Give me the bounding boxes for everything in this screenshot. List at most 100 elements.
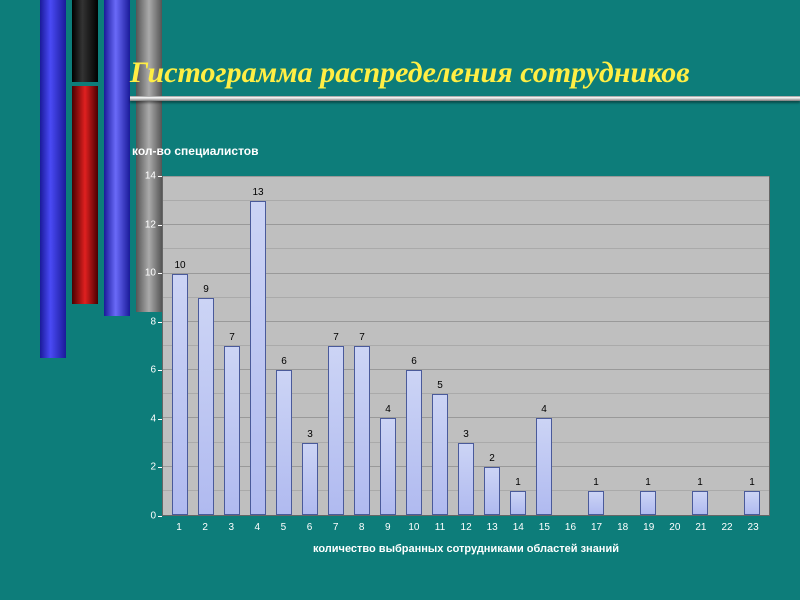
decor-bar-blue-short bbox=[104, 0, 130, 316]
x-tick-label: 7 bbox=[323, 516, 349, 533]
bar-value-label: 9 bbox=[203, 284, 209, 295]
bar-value-label: 4 bbox=[385, 404, 391, 415]
bar-slot: 9 bbox=[193, 177, 219, 515]
x-tick-label: 21 bbox=[688, 516, 714, 533]
bar: 1 bbox=[640, 491, 656, 515]
y-tick-label: 4 bbox=[150, 413, 156, 424]
bar-value-label: 7 bbox=[229, 332, 235, 343]
bar-slot bbox=[557, 177, 583, 515]
decor-bar-red bbox=[72, 86, 98, 304]
y-tick-label: 2 bbox=[150, 462, 156, 473]
bar-slot: 3 bbox=[297, 177, 323, 515]
x-tick-label: 13 bbox=[479, 516, 505, 533]
bar-slot: 2 bbox=[479, 177, 505, 515]
x-tick-label: 22 bbox=[714, 516, 740, 533]
x-tick-label: 16 bbox=[557, 516, 583, 533]
bar-value-label: 6 bbox=[411, 356, 417, 367]
bar-slot: 6 bbox=[271, 177, 297, 515]
bar-value-label: 1 bbox=[593, 477, 599, 488]
title-underline bbox=[130, 96, 800, 101]
bar-slot: 1 bbox=[505, 177, 531, 515]
bar-value-label: 3 bbox=[307, 429, 313, 440]
bar: 6 bbox=[276, 370, 292, 515]
bar-value-label: 7 bbox=[333, 332, 339, 343]
decor-bar-blue bbox=[40, 0, 66, 358]
bar-slot: 4 bbox=[375, 177, 401, 515]
bar-value-label: 2 bbox=[489, 453, 495, 464]
x-tick-label: 23 bbox=[740, 516, 766, 533]
x-tick-label: 11 bbox=[427, 516, 453, 533]
plot-area: 02468101214 109713637746532141111 bbox=[130, 176, 770, 516]
bar: 1 bbox=[510, 491, 526, 515]
y-tick-label: 10 bbox=[145, 268, 156, 279]
bar-value-label: 3 bbox=[463, 429, 469, 440]
x-tick-label: 2 bbox=[192, 516, 218, 533]
bar: 5 bbox=[432, 394, 448, 515]
bar-slot bbox=[661, 177, 687, 515]
bar-value-label: 10 bbox=[174, 260, 185, 271]
bar-slot: 4 bbox=[531, 177, 557, 515]
bar-value-label: 1 bbox=[645, 477, 651, 488]
bar-value-label: 1 bbox=[697, 477, 703, 488]
bar: 7 bbox=[224, 346, 240, 515]
bar-slot bbox=[609, 177, 635, 515]
bar-slot: 13 bbox=[245, 177, 271, 515]
bar-slot: 1 bbox=[739, 177, 765, 515]
bar: 1 bbox=[692, 491, 708, 515]
y-tick-label: 12 bbox=[145, 219, 156, 230]
bar-value-label: 4 bbox=[541, 404, 547, 415]
x-tick-label: 15 bbox=[531, 516, 557, 533]
bar-value-label: 6 bbox=[281, 356, 287, 367]
bar: 10 bbox=[172, 274, 188, 515]
chart-container: кол-во специалистов 02468101214 10971363… bbox=[130, 144, 770, 564]
y-tick-label: 0 bbox=[150, 511, 156, 522]
x-tick-label: 17 bbox=[584, 516, 610, 533]
x-tick-label: 6 bbox=[296, 516, 322, 533]
bar-slot: 1 bbox=[687, 177, 713, 515]
x-tick-label: 3 bbox=[218, 516, 244, 533]
bar-value-label: 1 bbox=[515, 477, 521, 488]
plot: 109713637746532141111 bbox=[162, 176, 770, 516]
bar: 3 bbox=[302, 443, 318, 515]
bar-slot: 1 bbox=[583, 177, 609, 515]
bar-slot: 6 bbox=[401, 177, 427, 515]
y-tick-label: 6 bbox=[150, 365, 156, 376]
x-axis-title: количество выбранных сотрудниками област… bbox=[162, 543, 770, 555]
x-tick-label: 1 bbox=[166, 516, 192, 533]
y-axis: 02468101214 bbox=[130, 176, 162, 516]
x-axis-labels: 1234567891011121314151617181920212223 bbox=[162, 516, 770, 533]
bar-slot: 1 bbox=[635, 177, 661, 515]
x-tick-label: 20 bbox=[662, 516, 688, 533]
chart-y-title: кол-во специалистов bbox=[132, 144, 770, 158]
bar: 4 bbox=[536, 418, 552, 515]
x-tick-label: 5 bbox=[270, 516, 296, 533]
bar: 6 bbox=[406, 370, 422, 515]
bar: 7 bbox=[354, 346, 370, 515]
bar-slot: 10 bbox=[167, 177, 193, 515]
bar-slot: 5 bbox=[427, 177, 453, 515]
bar: 2 bbox=[484, 467, 500, 515]
x-tick-label: 18 bbox=[610, 516, 636, 533]
x-tick-label: 8 bbox=[349, 516, 375, 533]
bar-slot: 7 bbox=[323, 177, 349, 515]
x-tick-label: 19 bbox=[636, 516, 662, 533]
x-tick-label: 9 bbox=[375, 516, 401, 533]
bar: 1 bbox=[744, 491, 760, 515]
slide-title: Гистограмма распределения сотрудников bbox=[130, 56, 770, 90]
bar: 1 bbox=[588, 491, 604, 515]
bar-value-label: 7 bbox=[359, 332, 365, 343]
bar-value-label: 13 bbox=[252, 187, 263, 198]
bar-slot bbox=[713, 177, 739, 515]
bar: 3 bbox=[458, 443, 474, 515]
decor-bar-black bbox=[72, 0, 98, 82]
x-tick-label: 4 bbox=[244, 516, 270, 533]
x-tick-label: 12 bbox=[453, 516, 479, 533]
x-tick-label: 10 bbox=[401, 516, 427, 533]
y-tick-label: 8 bbox=[150, 316, 156, 327]
bar: 7 bbox=[328, 346, 344, 515]
bar: 13 bbox=[250, 201, 266, 515]
x-tick-label: 14 bbox=[505, 516, 531, 533]
bar-slot: 7 bbox=[219, 177, 245, 515]
bar-value-label: 5 bbox=[437, 380, 443, 391]
bar: 9 bbox=[198, 298, 214, 515]
